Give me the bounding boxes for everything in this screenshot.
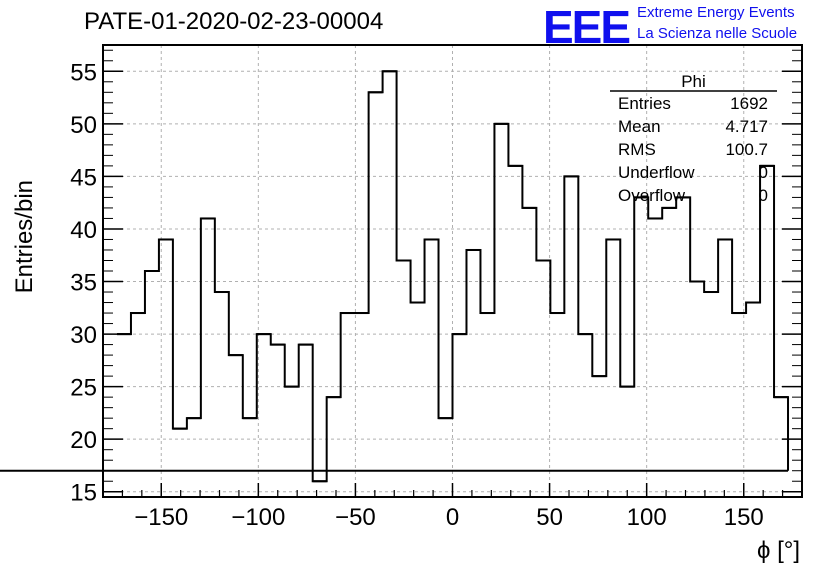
- x-tick-label: 150: [724, 504, 764, 531]
- y-axis-label: Entries/bin: [11, 180, 38, 293]
- stats-value-mean: 4.717: [725, 117, 768, 136]
- chart-title: PATE-01-2020-02-23-00004: [84, 8, 384, 35]
- y-tick-label: 45: [70, 164, 97, 191]
- y-tick-label: 50: [70, 112, 97, 139]
- stats-label-rms: RMS: [618, 140, 656, 159]
- x-tick-label: −150: [134, 504, 188, 531]
- y-tick-label: 20: [70, 427, 97, 454]
- stats-value-entries: 1692: [730, 94, 768, 113]
- grid-lines: [103, 45, 802, 497]
- stats-box-title: Phi: [681, 72, 706, 91]
- stats-label-entries: Entries: [618, 94, 671, 113]
- x-tick-label: 100: [627, 504, 667, 531]
- x-tick-label: 0: [446, 504, 459, 531]
- y-tick-label: 40: [70, 217, 97, 244]
- stats-value-overflow: 0: [758, 186, 768, 205]
- stats-label-overflow: Overflow: [618, 186, 686, 205]
- stats-label-mean: Mean: [618, 117, 661, 136]
- y-tick-label: 35: [70, 270, 97, 297]
- y-tick-label: 30: [70, 322, 97, 349]
- logo-line-1: Extreme Energy Events: [637, 4, 795, 21]
- y-tick-label: 15: [70, 480, 97, 507]
- x-axis-label: ϕ [°]: [757, 537, 800, 564]
- y-tick-label: 55: [70, 59, 97, 86]
- eee-logo: EEE: [543, 1, 631, 53]
- x-tick-label: −100: [231, 504, 285, 531]
- x-tick-label: −50: [335, 504, 376, 531]
- x-tick-label: 50: [536, 504, 563, 531]
- logo-line-2: La Scienza nelle Scuole: [637, 25, 798, 42]
- histogram-plot: [0, 70, 790, 483]
- stats-value-rms: 100.7: [725, 140, 768, 159]
- axis-ticks: −150 −100 −50 0 50 100 150 15 20 25 30 35 40 45 50 55: [70, 49, 803, 531]
- stats-label-underflow: Underflow: [618, 163, 695, 182]
- y-tick-label: 25: [70, 375, 97, 402]
- stats-value-underflow: 0: [758, 163, 768, 182]
